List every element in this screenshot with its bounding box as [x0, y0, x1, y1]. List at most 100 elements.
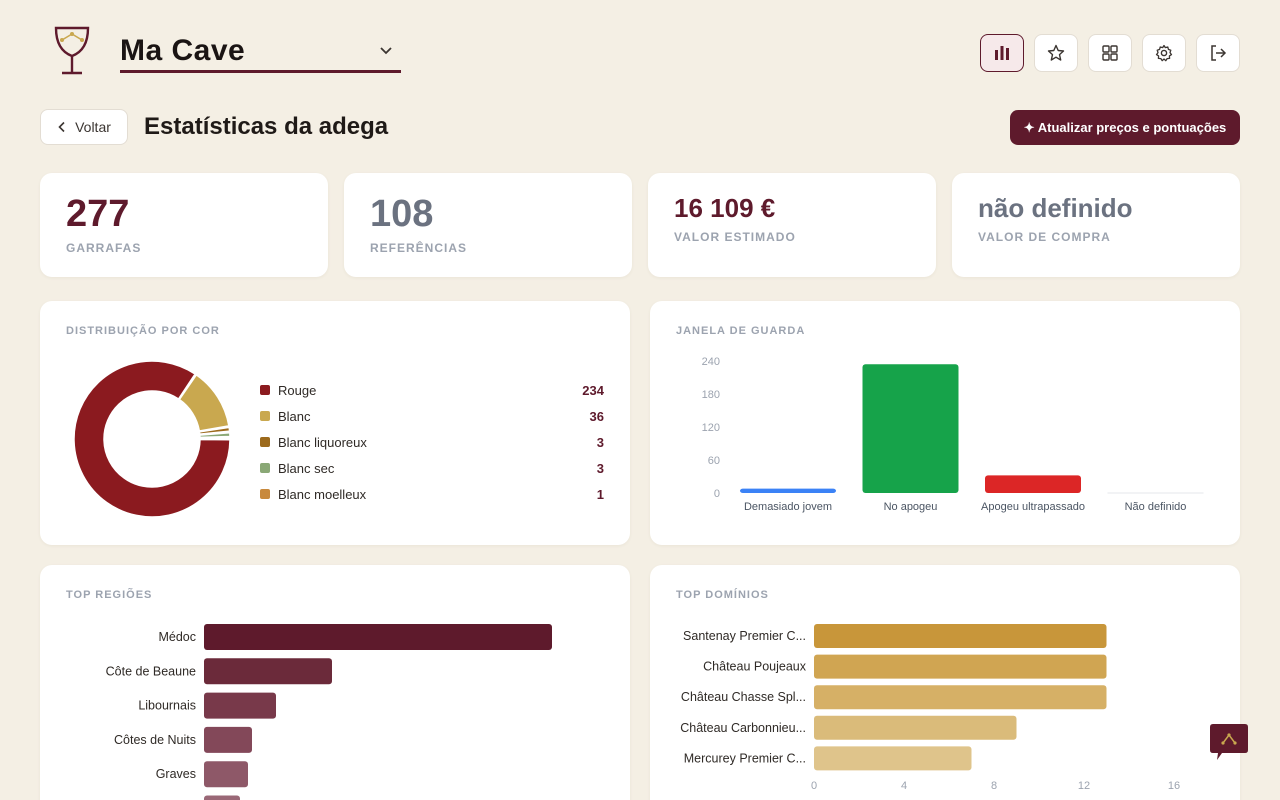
- stat-value: não definido: [978, 193, 1133, 223]
- domain-bar: [814, 685, 1107, 710]
- assistant-chat-button[interactable]: [1210, 724, 1248, 760]
- stat-value: 277: [66, 193, 130, 235]
- legend-swatch: [260, 489, 270, 499]
- stat-label: REFERÊNCIAS: [370, 241, 468, 255]
- panel-title: TOP REGIÕES: [66, 589, 153, 601]
- legend-swatch: [260, 411, 270, 421]
- y-tick-label: 180: [702, 389, 720, 401]
- cellar-name: Ma Cave: [120, 34, 246, 67]
- domain-label: Château Carbonnieu...: [680, 721, 806, 735]
- stats-button[interactable]: [980, 34, 1024, 72]
- guard-window-chart: 0 60 120 180 240 Demasiado jovem No apogeu Apog…: [702, 356, 1204, 513]
- legend-label: Blanc moelleux: [278, 486, 367, 502]
- stat-card-bottles: 277 GARRAFAS: [40, 173, 328, 277]
- stat-value: 16 109 €: [674, 193, 776, 223]
- wine-glass-logo-icon: [54, 26, 90, 75]
- region-bar: [204, 624, 552, 650]
- donut-slice: [198, 426, 231, 435]
- chevron-left-icon: [58, 121, 65, 133]
- page-title: Estatísticas da adega: [144, 113, 389, 140]
- x-tick-label: Apogeu ultrapassado: [981, 501, 1085, 513]
- domain-label: Santenay Premier C...: [683, 629, 806, 643]
- legend-swatch: [260, 463, 270, 473]
- legend-label: Blanc sec: [278, 460, 335, 476]
- chevron-down-icon: [380, 47, 392, 55]
- legend-label: Rouge: [278, 382, 317, 398]
- legend-label: Blanc: [278, 408, 311, 424]
- logout-icon: [1211, 45, 1227, 61]
- stat-label: VALOR DE COMPRA: [978, 230, 1111, 244]
- region-label: Côte de Beaune: [106, 664, 196, 678]
- stat-card-purchase-value: não definido VALOR DE COMPRA: [952, 173, 1240, 277]
- top-regions-chart: Médoc Côte de Beaune Libournais Côtes de Nu…: [106, 624, 552, 800]
- y-tick-label: 60: [708, 455, 720, 467]
- stat-value: 108: [370, 193, 434, 235]
- region-bar: [204, 795, 240, 800]
- color-donut-chart: [73, 360, 231, 518]
- legend-item: Blanc liquoreux 3: [260, 429, 604, 455]
- x-tick-label: 8: [991, 780, 997, 792]
- domain-bar: [814, 624, 1107, 648]
- legend-label: Blanc liquoreux: [278, 434, 367, 450]
- region-label: Graves: [156, 767, 196, 781]
- region-bar: [204, 692, 276, 719]
- domain-label: Château Poujeaux: [703, 660, 807, 674]
- gear-icon: [1155, 44, 1173, 62]
- domain-label: Mercurey Premier C...: [684, 751, 806, 765]
- legend-swatch: [260, 385, 270, 395]
- legend-item: Blanc 36: [260, 403, 604, 429]
- y-tick-label: 240: [702, 356, 720, 368]
- top-regions-panel: TOP REGIÕES Médoc Côte de Beaune Libournai…: [40, 565, 630, 800]
- x-tick-label: 12: [1078, 780, 1090, 792]
- donut-slice: [199, 437, 231, 440]
- x-tick-label: 4: [901, 780, 907, 792]
- domain-bar: [814, 654, 1107, 679]
- grid-button[interactable]: [1088, 34, 1132, 72]
- favorites-button[interactable]: [1034, 34, 1078, 72]
- star-icon: [1047, 44, 1065, 61]
- back-label: Voltar: [75, 119, 111, 135]
- donut-slice: [199, 431, 231, 439]
- legend-item: Blanc moelleux 1: [260, 481, 604, 507]
- settings-button[interactable]: [1142, 34, 1186, 72]
- color-distribution-panel: DISTRIBUIÇÃO POR COR Rouge 234 Blanc 36 Blan…: [40, 301, 630, 545]
- app-header: Ma Cave: [0, 0, 1280, 100]
- region-label: Côtes de Nuits: [114, 733, 196, 747]
- cellar-selector[interactable]: Ma Cave: [120, 32, 401, 73]
- stat-card-estimated-value: 16 109 € VALOR ESTIMADO: [648, 173, 936, 277]
- region-bar: [204, 658, 332, 685]
- x-tick-label: Demasiado jovem: [744, 501, 832, 513]
- y-tick-label: 120: [702, 422, 720, 434]
- panel-title: DISTRIBUIÇÃO POR COR: [66, 325, 220, 337]
- back-button[interactable]: Voltar: [40, 109, 128, 145]
- legend-count: 3: [596, 434, 604, 450]
- x-tick-label: 0: [811, 780, 817, 792]
- guard-bar: [862, 364, 959, 493]
- top-domains-panel: TOP DOMÍNIOS Santenay Premier C... Châtea…: [650, 565, 1240, 800]
- color-legend: Rouge 234 Blanc 36 Blanc liquoreux 3 Blanc sec…: [260, 377, 604, 507]
- legend-count: 3: [596, 460, 604, 476]
- region-label: Médoc: [158, 630, 196, 644]
- top-domains-chart: Santenay Premier C... Château Poujeaux Châ…: [680, 624, 1180, 792]
- legend-count: 36: [589, 408, 604, 424]
- panel-title: JANELA DE GUARDA: [676, 325, 806, 337]
- bar-chart-icon: [995, 46, 1009, 60]
- y-tick-label: 0: [714, 488, 720, 500]
- legend-count: 234: [582, 382, 604, 398]
- legend-swatch: [260, 437, 270, 447]
- update-prices-button[interactable]: ✦ Atualizar preços e pontuações: [1010, 110, 1240, 145]
- legend-item: Blanc sec 3: [260, 455, 604, 481]
- guard-bar: [740, 488, 836, 493]
- region-bar: [204, 761, 248, 788]
- grid-icon: [1102, 45, 1118, 61]
- domain-label: Château Chasse Spl...: [681, 690, 806, 704]
- legend-count: 1: [596, 486, 604, 502]
- stat-label: GARRAFAS: [66, 241, 142, 255]
- guard-window-panel: JANELA DE GUARDA 0 60 120 180 240 Demasiado j…: [650, 301, 1240, 545]
- legend-item: Rouge 234: [260, 377, 604, 403]
- logout-button[interactable]: [1196, 34, 1240, 72]
- region-bar: [204, 726, 252, 753]
- x-tick-label: No apogeu: [884, 501, 938, 513]
- domain-bar: [814, 715, 1017, 740]
- stat-label: VALOR ESTIMADO: [674, 230, 796, 244]
